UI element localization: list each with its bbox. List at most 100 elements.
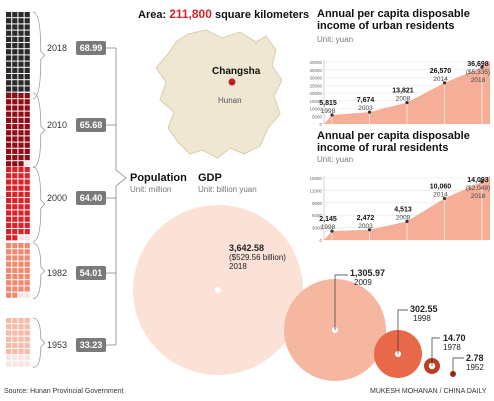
waffle-cell — [18, 249, 24, 255]
waffle-cell — [6, 130, 12, 136]
pop-value-2010: 65.68 — [76, 118, 106, 132]
rural-chart-title: Annual per capita disposable income of r… — [317, 130, 470, 154]
waffle-cell — [12, 142, 18, 148]
waffle-cell — [12, 330, 18, 336]
income-year-label: 2003 — [358, 105, 373, 112]
waffle-cell — [24, 12, 30, 18]
pop-year-2000: 2000 — [47, 193, 68, 203]
waffle-cell — [6, 361, 12, 367]
gdp-unit: Unit: billion yuan — [198, 185, 257, 194]
gdp-sub-2018: ($529.56 billion) — [229, 253, 286, 262]
waffle-bracket — [32, 92, 46, 168]
waffle-cell — [24, 86, 30, 92]
gdp-year-2018: 2018 — [229, 262, 247, 271]
income-year-label: 1998 — [321, 108, 336, 115]
waffle-cell — [12, 361, 18, 367]
waffle-cell — [6, 36, 12, 42]
waffle-cell — [12, 342, 18, 348]
waffle-cell — [6, 204, 12, 210]
waffle-cell — [18, 342, 24, 348]
waffle-cell — [18, 130, 24, 136]
waffle-cell — [6, 349, 12, 355]
waffle-cell — [18, 229, 24, 235]
gdp-year-1978: 1978 — [443, 343, 461, 352]
waffle-cell — [12, 243, 18, 249]
waffle-2000 — [6, 166, 46, 242]
waffle-cell — [12, 124, 18, 130]
waffle-cell — [12, 74, 18, 80]
waffle-cell — [6, 235, 12, 241]
waffle-cell — [6, 198, 12, 204]
waffle-cell — [24, 130, 30, 136]
waffle-cell — [6, 222, 12, 228]
y-tick-label: 30000 — [309, 76, 322, 81]
pop-year-1982: 1982 — [47, 268, 68, 278]
waffle-bracket — [32, 11, 46, 100]
waffle-cell — [6, 249, 12, 255]
gdp-value-2009: 1,305.97 — [350, 268, 386, 278]
waffle-cell — [12, 148, 18, 154]
waffle-cell — [6, 292, 12, 298]
waffle-cell — [6, 330, 12, 336]
waffle-cell — [12, 216, 18, 222]
waffle-cell — [12, 255, 18, 261]
waffle-cell — [6, 210, 12, 216]
waffle-cell — [24, 249, 30, 255]
waffle-cell — [18, 111, 24, 117]
waffle-cell — [24, 105, 30, 111]
waffle-cell — [24, 24, 30, 30]
waffle-cell — [18, 179, 24, 185]
waffle-cell — [24, 99, 30, 105]
waffle-cell — [18, 155, 24, 161]
waffle-1953 — [6, 317, 46, 368]
changsha-label: Changsha — [212, 66, 261, 77]
waffle-cell — [6, 167, 12, 173]
y-tick-label: 40000 — [309, 60, 322, 65]
gdp-leader-2009 — [334, 274, 348, 330]
gdp-value-1978: 14.70 — [443, 333, 466, 343]
waffle-cell — [6, 55, 12, 61]
waffle-cell — [18, 67, 24, 73]
waffle-cell — [18, 318, 24, 324]
y-tick-label: 35000 — [309, 68, 322, 73]
income-year-label: 2018 — [471, 193, 486, 200]
waffle-cell — [18, 267, 24, 273]
y-tick-label: 6000 — [312, 213, 323, 218]
waffle-cell — [18, 24, 24, 30]
waffle-2010 — [6, 92, 46, 168]
waffle-cell — [24, 67, 30, 73]
waffle-cell — [6, 255, 12, 261]
income-value-label: 13,821 — [392, 88, 414, 95]
waffle-cell — [24, 111, 30, 117]
waffle-cell — [18, 12, 24, 18]
income-point — [367, 110, 372, 114]
gdp-label-1978: 14.70 1978 — [443, 333, 466, 353]
waffle-cell — [24, 18, 30, 24]
waffle-cell — [24, 330, 30, 336]
waffle-cell — [6, 111, 12, 117]
rural-chart-unit: Unit: yuan — [317, 155, 354, 164]
income-value-label: 36,698 — [467, 61, 489, 68]
waffle-cell — [18, 292, 24, 298]
waffle-cell — [6, 318, 12, 324]
waffle-cell — [12, 55, 18, 61]
area-prefix: Area: — [138, 9, 170, 21]
waffle-cell — [12, 261, 18, 267]
waffle-cell — [24, 117, 30, 123]
waffle-bracket — [32, 242, 46, 300]
waffle-cell — [24, 155, 30, 161]
gdp-leader-1978 — [431, 337, 440, 366]
pop-year-2010: 2010 — [47, 120, 68, 130]
waffle-cell — [12, 111, 18, 117]
waffle-cell — [12, 18, 18, 24]
waffle-cell — [18, 255, 24, 261]
waffle-cell — [24, 43, 30, 49]
waffle-cell — [12, 167, 18, 173]
waffle-cell — [18, 167, 24, 173]
waffle-cell — [24, 235, 30, 241]
gdp-value-1998: 302.55 — [410, 304, 438, 314]
income-year-label: 2014 — [433, 191, 448, 198]
waffle-cell — [12, 36, 18, 42]
waffle-cell — [12, 12, 18, 18]
waffle-cell — [6, 12, 12, 18]
